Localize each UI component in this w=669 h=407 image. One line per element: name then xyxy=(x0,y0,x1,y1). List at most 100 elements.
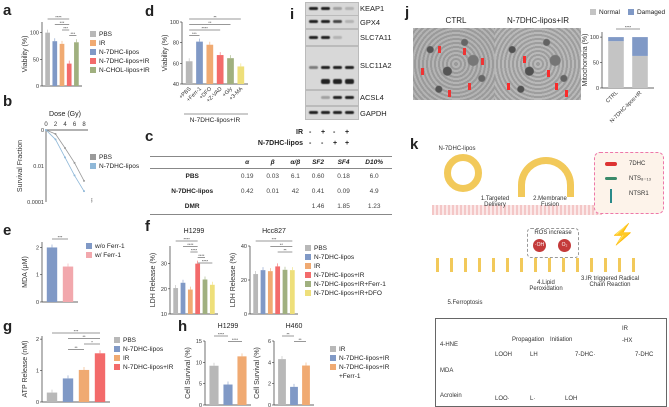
series-line xyxy=(45,129,85,182)
legend-item: N-CHOL-lipos+IR xyxy=(90,66,150,75)
y-tick-label: 50 xyxy=(593,61,599,67)
legend-item: N-7DHC-lipos+IR+Ferr-1 xyxy=(305,280,386,289)
legend-item: N-7DHC-lipos+IR+DFO xyxy=(305,289,386,298)
legend-label: N-7DHC-lipos xyxy=(99,163,140,170)
legend-swatch xyxy=(330,364,336,370)
significance-stars: *** xyxy=(70,31,75,36)
significance-stars: ** xyxy=(286,332,290,337)
legend-label: N-7DHC-lipos+IR xyxy=(99,58,150,65)
significance-stars: **** xyxy=(184,237,191,242)
chem-label: LH xyxy=(530,352,538,358)
legend-f: PBS N-7DHC-lipos IR N-7DHC-lipos+IR N-7DHC-l… xyxy=(305,244,386,298)
significance-stars: *** xyxy=(74,329,79,334)
table-cell: 6.1 xyxy=(290,173,300,180)
header-alpha-beta: α/β xyxy=(285,156,306,169)
y-tick-label: 0 xyxy=(244,312,247,318)
bar-damaged xyxy=(608,37,624,42)
legend-swatch xyxy=(330,346,336,352)
band xyxy=(345,7,354,10)
step-3-label: 3.IR triggered Radical Chain Reaction xyxy=(580,276,640,288)
header-alpha: α xyxy=(234,156,260,169)
cell-membrane xyxy=(432,205,602,215)
legend-item: IR xyxy=(90,39,150,48)
blot-strip-keap1 xyxy=(305,2,359,16)
significance-stars: ** xyxy=(74,345,78,350)
legend-item: w/ Ferr-1 xyxy=(86,251,125,260)
y-axis-label: LDH Release (%) xyxy=(230,253,237,307)
table-cell: 0.41 xyxy=(311,188,325,195)
data-point xyxy=(83,190,85,193)
data-point xyxy=(83,179,85,182)
significance-stars: *** xyxy=(58,235,63,240)
legend-swatch xyxy=(90,163,96,169)
table-cell: 0.42 xyxy=(240,188,254,195)
band xyxy=(333,7,342,10)
y-axis-label: Survival Fraction xyxy=(17,140,24,192)
header-cell xyxy=(150,156,235,169)
header-beta: β xyxy=(259,156,286,169)
bar xyxy=(223,384,233,405)
panel-label-e: e xyxy=(3,222,12,239)
y-tick-label: 100 xyxy=(30,31,39,37)
band xyxy=(309,111,318,114)
y-tick-label: 4 xyxy=(268,360,271,366)
significance-stars: ** xyxy=(82,334,86,339)
legend-j: Normal Damaged xyxy=(590,8,665,17)
bar xyxy=(209,284,215,314)
step-1-label: 1.Targeted Delivery xyxy=(480,196,510,208)
chart-title: Hcc827 xyxy=(262,228,286,235)
bar xyxy=(185,61,193,84)
significance-stars: ** xyxy=(280,242,284,247)
legend-label: PBS xyxy=(123,337,137,344)
y-tick-label: 0 xyxy=(36,84,39,90)
ir-sign: + xyxy=(345,129,350,136)
y-tick-label: 2 xyxy=(268,382,271,388)
legend-b: PBS N-7DHC-lipos xyxy=(90,153,139,171)
legend-label: IR xyxy=(123,355,130,362)
y-axis-label: Mitochondria (%) xyxy=(582,34,589,87)
y-tick-label: 20 xyxy=(241,278,247,284)
legend-label: N-CHOL-lipos+IR xyxy=(99,67,150,74)
blot-strip-slc11a2 xyxy=(305,46,359,90)
legend-label: N-7DHC-lipos+IR xyxy=(339,355,390,362)
blot-strip-acsl4 xyxy=(305,90,359,106)
blot-strip-gpx4 xyxy=(305,15,359,29)
bar xyxy=(209,365,219,405)
significance-stars: **** xyxy=(218,332,225,337)
legend-label: Normal xyxy=(599,9,620,16)
series-line xyxy=(45,129,85,192)
row-header: PBS xyxy=(185,173,199,180)
legend-swatch xyxy=(90,154,96,160)
blot-strip-slc7a11 xyxy=(305,29,359,46)
legend-label: IR xyxy=(314,263,321,270)
y-tick-label: 60 xyxy=(173,61,179,67)
lipos-label: N-7DHC-lipos xyxy=(438,146,476,152)
y-axis-label: Viability (%) xyxy=(22,36,29,73)
table-cell: 0.60 xyxy=(311,173,325,180)
data-point xyxy=(64,147,66,149)
legend-swatch xyxy=(114,355,120,361)
table-cell: 0.19 xyxy=(240,173,254,180)
y-tick-label: 0 xyxy=(36,400,39,406)
group-label: N-7DHC-lipos+IR xyxy=(190,117,241,124)
significance-stars: *** xyxy=(272,237,277,242)
chart-title: H1299 xyxy=(184,228,205,235)
chem-label: LOO· xyxy=(495,396,510,402)
tem-image-treated xyxy=(495,28,581,100)
panel-label-c: c xyxy=(145,128,154,145)
band xyxy=(345,79,354,84)
y-axis-label: ATP Release (nM) xyxy=(22,341,29,398)
hydroxyl-radical-icon: ·OH xyxy=(533,239,546,252)
table-cell: 1.46 xyxy=(305,199,331,215)
ntsr1-icon xyxy=(610,189,612,203)
band xyxy=(309,7,318,10)
legend-item: IR xyxy=(330,345,400,354)
header-sf4: SF4 xyxy=(330,156,357,169)
y-tick-label: 50 xyxy=(33,57,39,63)
legend-label: N-7DHC-lipos+IR+Ferr-1 xyxy=(314,281,386,288)
panel-label-j: j xyxy=(405,4,410,21)
legend-label: IR xyxy=(99,40,106,47)
